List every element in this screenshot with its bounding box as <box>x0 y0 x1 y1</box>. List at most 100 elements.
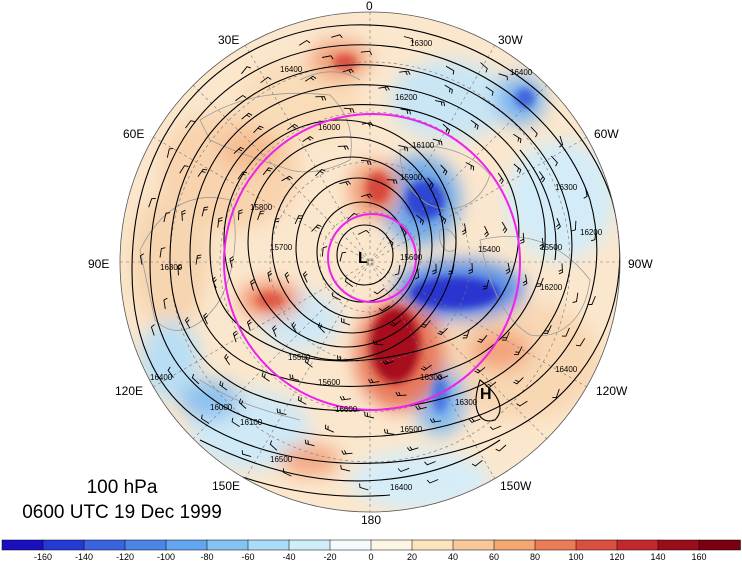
wind-barb <box>224 353 230 366</box>
lon-label-60e: 60E <box>123 127 144 141</box>
wind-barb <box>468 262 473 275</box>
wind-barb <box>166 147 174 158</box>
contour-label: 15900 <box>400 173 423 182</box>
wind-barb <box>590 230 597 242</box>
colorbar-tick-label: -100 <box>157 552 175 561</box>
colorbar-swatch <box>42 539 85 551</box>
lon-label-180: 180 <box>361 513 381 527</box>
wind-barb <box>339 251 347 262</box>
coastlines <box>139 71 591 421</box>
wind-barb <box>538 171 546 183</box>
wind-barb <box>461 223 467 235</box>
wind-barb <box>337 145 349 150</box>
longitude-labels: 0 30E 30W 60E 60W 90E 90W 120E 120W 150E… <box>88 0 653 527</box>
wind-barb <box>177 264 182 276</box>
contour-label: 15600 <box>318 378 341 387</box>
wind-barb <box>163 297 168 310</box>
colorbar-tick-label: 80 <box>530 552 540 561</box>
colorbar-swatch <box>616 539 659 551</box>
wind-barb <box>442 123 451 134</box>
contour-label: 16200 <box>395 93 418 102</box>
colorbar-tick-label: 140 <box>650 552 665 561</box>
wind-barb <box>445 65 455 75</box>
colorbar-tick-label: 60 <box>489 552 499 561</box>
wind-barb <box>373 287 385 295</box>
wind-barb <box>241 450 252 458</box>
wind-barb <box>241 66 251 75</box>
wind-barb <box>246 319 252 331</box>
contour-label: 16500 <box>400 425 423 434</box>
colorbar-tick-label: 40 <box>448 552 458 561</box>
wind-barb <box>497 172 504 185</box>
colorbar-swatch <box>83 539 126 551</box>
wind-barb <box>372 340 384 346</box>
contour-label: 16400 <box>390 483 413 492</box>
wind-barb <box>360 193 373 199</box>
wind-barb <box>139 253 145 265</box>
wind-barb <box>485 381 497 389</box>
wind-barb <box>253 125 264 134</box>
wind-barb <box>297 396 307 405</box>
wind-barb <box>462 329 470 339</box>
wind-barb <box>432 138 443 146</box>
colorbar: -160 -140 -120 -100 -80 -60 -40 -20 0 20 40 60 80 100… <box>1 539 741 561</box>
lon-label-30w: 30W <box>498 33 523 47</box>
wind-barb <box>543 325 552 334</box>
lon-label-150w: 150W <box>500 479 532 493</box>
colorbar-swatch <box>247 539 290 551</box>
wind-barb <box>536 277 544 287</box>
contour-label: 16000 <box>210 403 233 412</box>
colorbar-swatch <box>1 539 44 551</box>
wind-barb <box>399 70 411 76</box>
wind-barb <box>344 277 354 287</box>
colorbar-tick-label: -160 <box>34 552 52 561</box>
wind-barb <box>438 213 447 224</box>
wind-barb <box>311 224 322 232</box>
wind-barb <box>583 187 588 199</box>
colorbar-swatch <box>124 539 167 551</box>
wind-barb <box>257 210 265 221</box>
wind-barb <box>294 215 303 225</box>
valid-time-title: 0600 UTC 19 Dec 1999 <box>22 502 222 523</box>
wind-barb <box>315 96 327 101</box>
wind-barb <box>576 338 586 347</box>
wind-barb <box>260 76 272 84</box>
contour-label: 15400 <box>478 245 501 254</box>
wind-barb <box>200 414 210 424</box>
wind-barb <box>302 271 308 283</box>
highlight-circles <box>223 113 521 411</box>
wind-barb <box>317 322 325 334</box>
colorbar-tick-label: -120 <box>116 552 134 561</box>
high-center-marker: H <box>480 386 492 403</box>
wind-barb <box>471 459 483 467</box>
lon-label-90e: 90E <box>88 257 109 271</box>
wind-barb <box>238 398 247 409</box>
contour-label: 16200 <box>540 283 563 292</box>
wind-barb <box>416 214 425 225</box>
colorbar-swatch <box>329 539 372 551</box>
wind-barb <box>359 483 369 491</box>
wind-barb <box>474 366 486 374</box>
wind-barb <box>339 395 352 401</box>
wind-barb <box>291 321 298 334</box>
wind-barb <box>406 446 419 452</box>
wind-barb <box>184 316 191 329</box>
wind-barb <box>325 424 334 433</box>
wind-barb <box>484 225 489 238</box>
wind-barb <box>572 292 579 303</box>
wind-barb <box>440 164 448 176</box>
contour-label: 16200 <box>580 228 603 237</box>
map-rim <box>119 11 621 513</box>
colorbar-swatch <box>575 539 618 551</box>
colorbar-swatch <box>288 539 331 551</box>
wind-barb <box>364 411 375 419</box>
wind-barb <box>231 417 240 427</box>
contour-label: 16400 <box>555 365 578 374</box>
wind-barb <box>427 177 434 189</box>
wind-barb <box>386 236 394 247</box>
wind-barb <box>250 279 255 291</box>
contour-label: 15500 <box>540 243 563 252</box>
wind-barb <box>302 136 314 142</box>
wind-barb <box>181 209 186 221</box>
contour-label: 16100 <box>412 141 435 150</box>
